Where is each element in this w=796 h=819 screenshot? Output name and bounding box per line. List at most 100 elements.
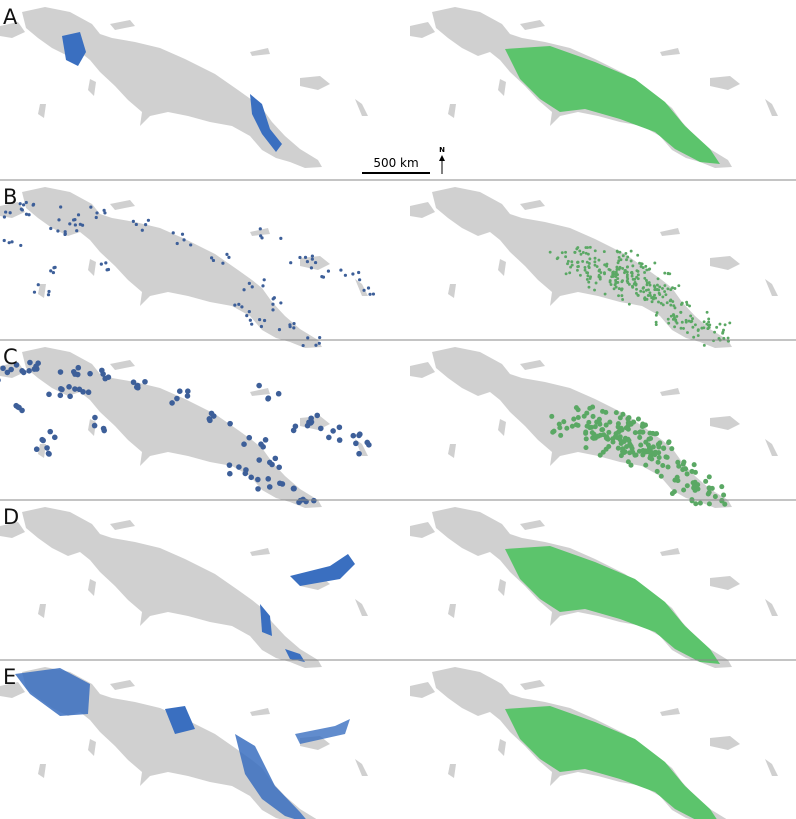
occurrence (561, 419, 567, 425)
occurrence (578, 249, 582, 253)
occurrence (275, 390, 282, 397)
occurrence (176, 388, 183, 394)
occurrence (647, 281, 651, 285)
occurrence (609, 283, 613, 287)
occurrence (313, 260, 318, 265)
occurrence (632, 430, 638, 436)
occurrence (624, 251, 628, 255)
left-map (0, 347, 372, 508)
occurrence (578, 273, 582, 277)
occurrence (576, 265, 580, 269)
occurrence (80, 389, 86, 395)
occurrence (721, 331, 725, 335)
occurrence (13, 362, 20, 368)
occurrence (707, 320, 711, 324)
occurrence (581, 259, 585, 263)
occurrence (644, 288, 648, 292)
occurrence (71, 368, 77, 375)
occurrence (576, 260, 580, 264)
occurrence (706, 474, 712, 480)
occurrence (594, 281, 598, 285)
occurrence (615, 424, 621, 430)
occurrence (570, 260, 574, 264)
occurrence (310, 254, 314, 258)
occurrence (175, 241, 179, 246)
occurrence (27, 359, 33, 366)
occurrence (598, 275, 602, 279)
occurrence (601, 432, 607, 438)
occurrence (661, 445, 667, 451)
occurrence (639, 289, 643, 293)
occurrence (207, 417, 213, 424)
occurrence (617, 294, 621, 298)
occurrence (2, 215, 7, 219)
occurrence (702, 320, 706, 324)
land (410, 187, 778, 348)
occurrence (227, 255, 231, 260)
occurrence (66, 384, 72, 390)
green-range (505, 546, 720, 664)
occurrence (353, 440, 359, 447)
right-map (410, 7, 778, 168)
occurrence (134, 222, 138, 227)
occurrence (569, 265, 573, 269)
blue-range (290, 554, 355, 586)
left-map (0, 507, 368, 668)
occurrence (673, 325, 677, 329)
panel-label: A (3, 5, 18, 29)
occurrence (625, 423, 631, 429)
occurrence (663, 271, 667, 275)
occurrence (584, 423, 590, 429)
occurrence (351, 272, 355, 276)
occurrence (615, 280, 619, 284)
occurrence (366, 286, 371, 290)
occurrence (658, 285, 662, 289)
occurrence (99, 367, 105, 374)
occurrence (654, 320, 658, 324)
occurrence (628, 462, 634, 468)
occurrence (26, 367, 32, 374)
occurrence (130, 379, 137, 386)
occurrence (659, 301, 663, 305)
blue-range (285, 649, 305, 662)
occurrence (671, 300, 675, 303)
occurrence (210, 256, 214, 260)
occurrence (593, 263, 597, 267)
occurrence (593, 288, 596, 292)
occurrence (603, 263, 607, 267)
occurrence (339, 268, 343, 272)
occurrence (76, 213, 81, 217)
occurrence (645, 442, 651, 448)
occurrence (635, 269, 639, 273)
occurrence (669, 288, 673, 292)
left-map (0, 667, 368, 819)
occurrence (31, 366, 38, 372)
occurrence (68, 222, 72, 226)
panel-label: E (3, 665, 16, 689)
occurrence (2, 238, 6, 243)
occurrence (256, 382, 262, 389)
occurrence (706, 501, 712, 507)
occurrence (95, 211, 99, 215)
occurrence (612, 270, 615, 274)
occurrence (63, 230, 67, 234)
occurrence (645, 279, 648, 282)
occurrence (658, 293, 662, 296)
occurrence (336, 437, 343, 443)
occurrence (308, 415, 314, 422)
occurrence (657, 440, 663, 446)
occurrence (356, 450, 362, 457)
occurrence (602, 250, 606, 254)
occurrence (603, 292, 607, 296)
scale-label: 500 km (373, 156, 418, 170)
occurrence (265, 476, 272, 482)
occurrence (708, 323, 712, 327)
land (0, 507, 368, 668)
occurrence (583, 430, 589, 436)
occurrence (612, 287, 616, 291)
occurrence (19, 243, 23, 248)
occurrence (603, 422, 609, 428)
occurrence (57, 218, 61, 222)
occurrence (104, 261, 108, 265)
occurrence (635, 287, 638, 291)
